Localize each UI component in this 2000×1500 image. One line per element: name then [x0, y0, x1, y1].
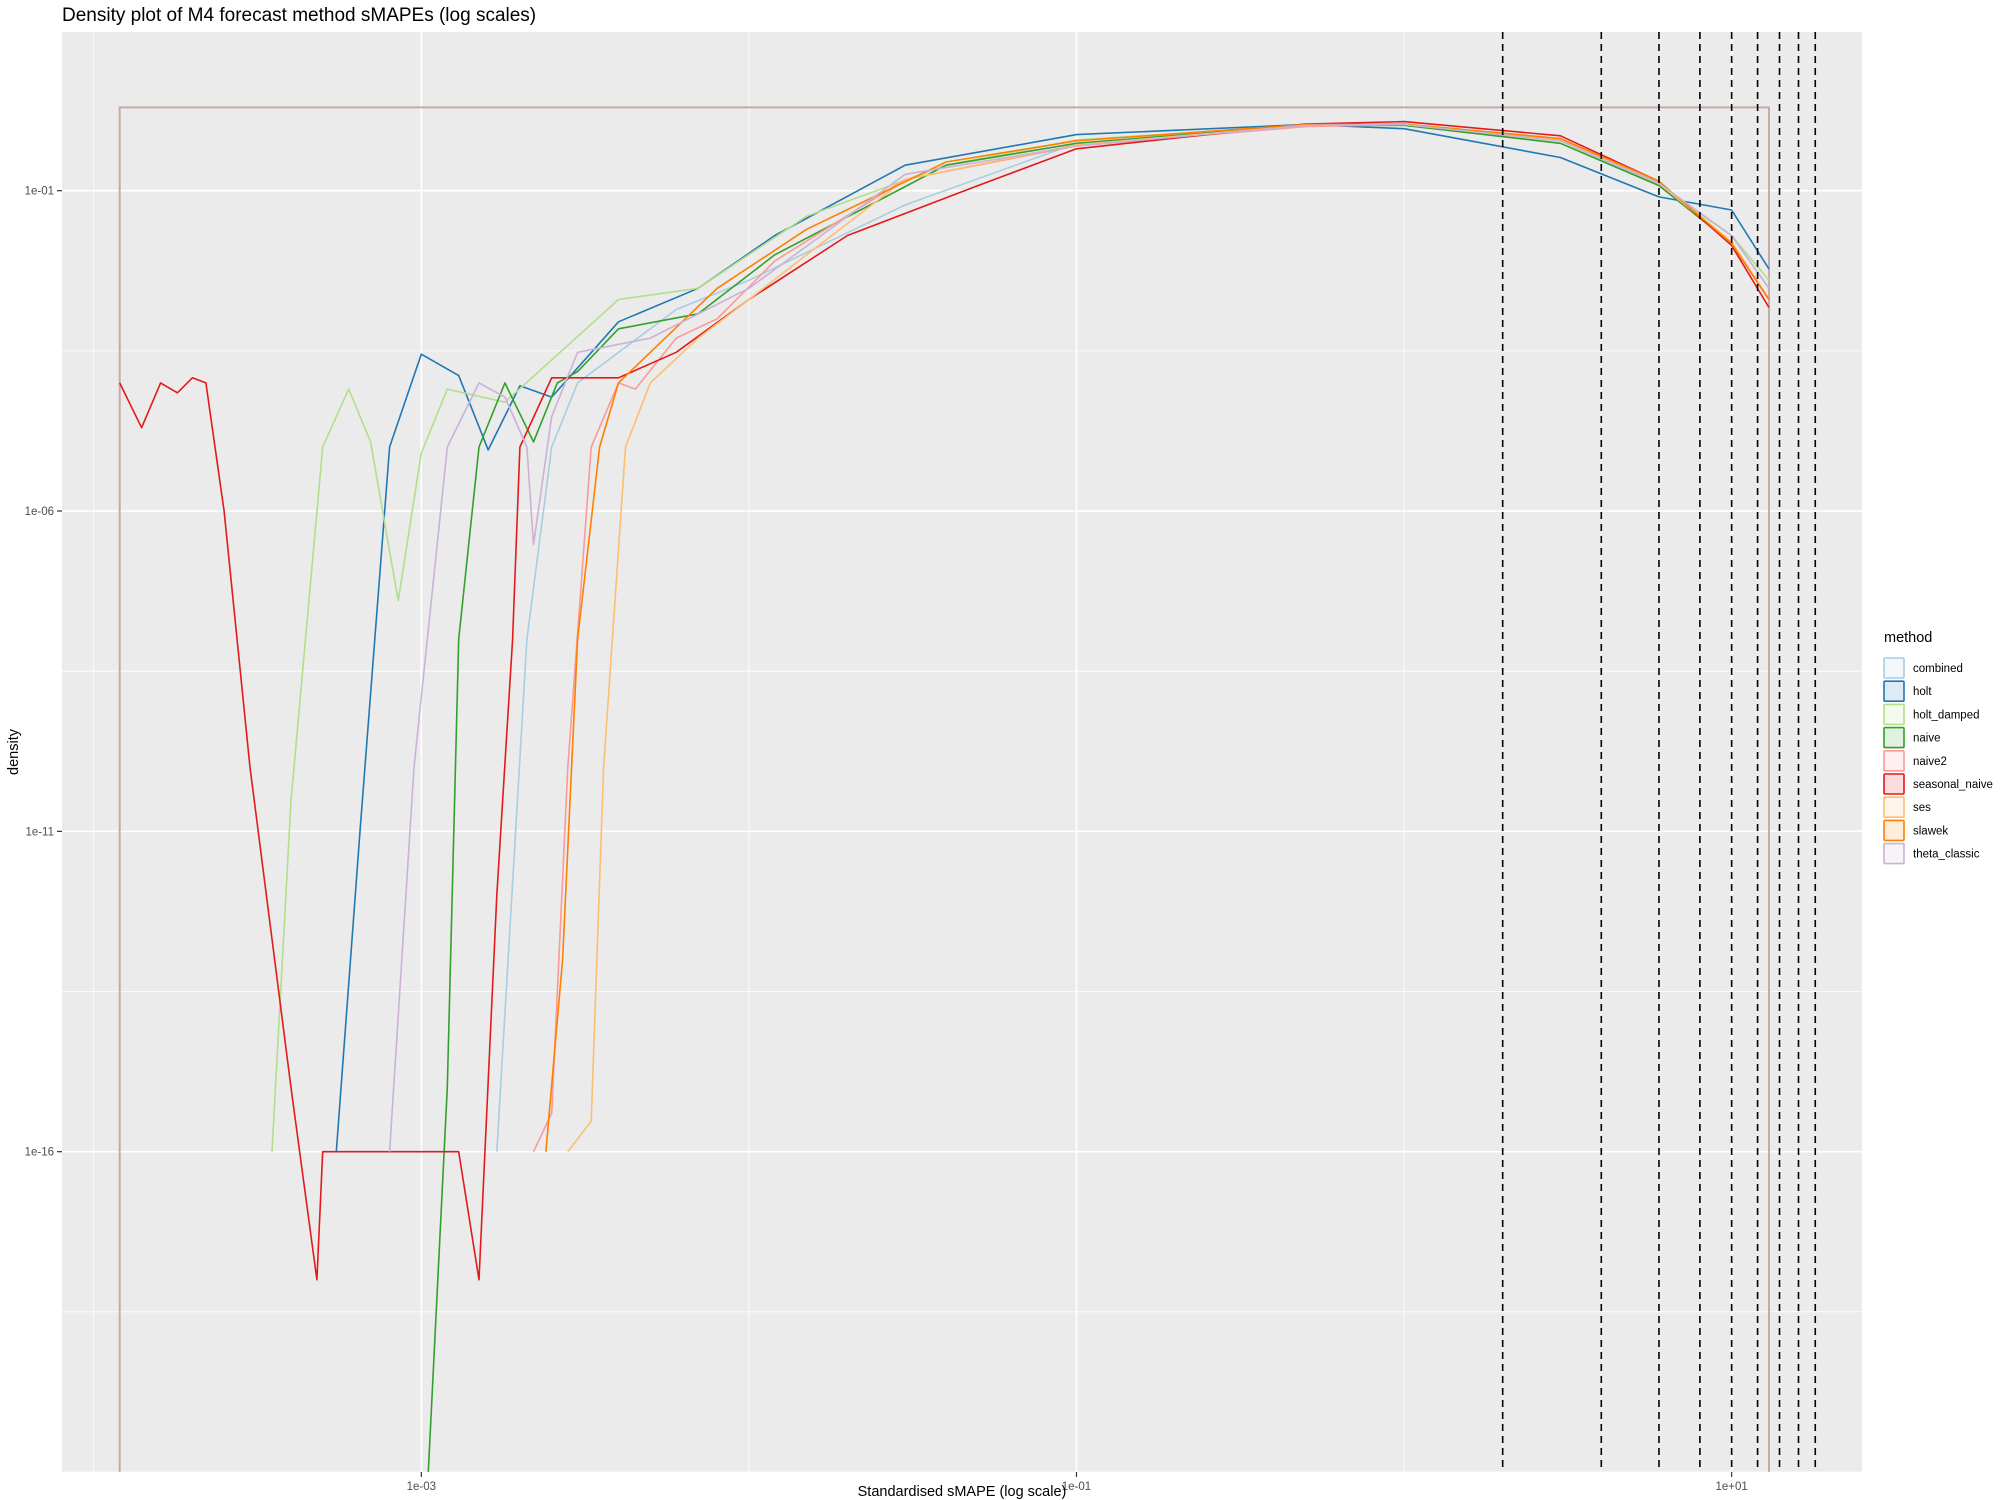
y-axis-title: density: [6, 728, 22, 775]
y-tick-label: 1e-16: [25, 1147, 54, 1159]
y-axis-ticks: 1e-16 1e-11 1e-06 1e-01: [25, 186, 62, 1159]
legend-key-naive: [1883, 726, 1905, 749]
minor-gridlines: [62, 32, 1862, 1473]
legend-label-holt: holt: [1913, 686, 1932, 698]
density-frame-outline: [118, 106, 1770, 1472]
legend-item-slawek: slawek: [1883, 819, 1948, 842]
legend-label-naive: naive: [1913, 733, 1941, 745]
series-lines: [118, 120, 1770, 1473]
legend-label-theta_classic: theta_classic: [1913, 849, 1980, 861]
legend-item-holt_damped: holt_damped: [1883, 703, 1980, 726]
x-axis-title: Standardised sMAPE (log scale): [858, 1484, 1067, 1500]
density-frame: [118, 106, 1770, 1472]
x-axis-ticks: 1e-03 1e-01 1e+01: [407, 1472, 1748, 1493]
legend-item-naive2: naive2: [1883, 749, 1947, 772]
legend-key-theta_classic: [1883, 842, 1905, 865]
legend-key-ses: [1883, 796, 1905, 819]
y-tick-label: 1e-11: [25, 826, 54, 838]
legend-label-ses: ses: [1913, 802, 1931, 814]
legend-title: method: [1884, 630, 1932, 646]
legend-key-naive2: [1883, 749, 1905, 772]
legend-item-combined: combined: [1883, 657, 1963, 679]
y-tick-label: 1e-01: [25, 186, 54, 198]
legend-key-combined: [1883, 657, 1905, 679]
legend-key-seasonal_naive: [1883, 773, 1905, 795]
x-tick-label: 1e-01: [1062, 1481, 1091, 1493]
legend-label-naive2: naive2: [1913, 756, 1947, 768]
x-tick-label: 1e+01: [1715, 1481, 1747, 1493]
legend-item-ses: ses: [1883, 796, 1931, 819]
legend-item-holt: holt: [1883, 680, 1932, 703]
legend-label-seasonal_naive: seasonal_naive: [1913, 779, 1993, 791]
series-line-theta_classic: [388, 123, 1770, 1152]
legend-key-holt_damped: [1883, 703, 1905, 726]
legend-item-naive: naive: [1883, 726, 1941, 749]
legend-item-theta_classic: theta_classic: [1883, 842, 1980, 865]
legend-key-slawek: [1883, 819, 1905, 842]
plot-panel: [62, 32, 1862, 1472]
x-tick-label: 1e-03: [407, 1481, 436, 1493]
y-tick-label: 1e-06: [25, 506, 54, 518]
legend-label-holt_damped: holt_damped: [1913, 709, 1980, 721]
legend-key-holt: [1883, 680, 1905, 703]
legend-label-combined: combined: [1913, 663, 1963, 675]
dashed-vertical-lines: [1501, 32, 1817, 1472]
legend-label-slawek: slawek: [1913, 825, 1948, 837]
legend-item-seasonal_naive: seasonal_naive: [1883, 773, 1993, 795]
chart-title: Density plot of M4 forecast method sMAPE…: [62, 5, 536, 26]
